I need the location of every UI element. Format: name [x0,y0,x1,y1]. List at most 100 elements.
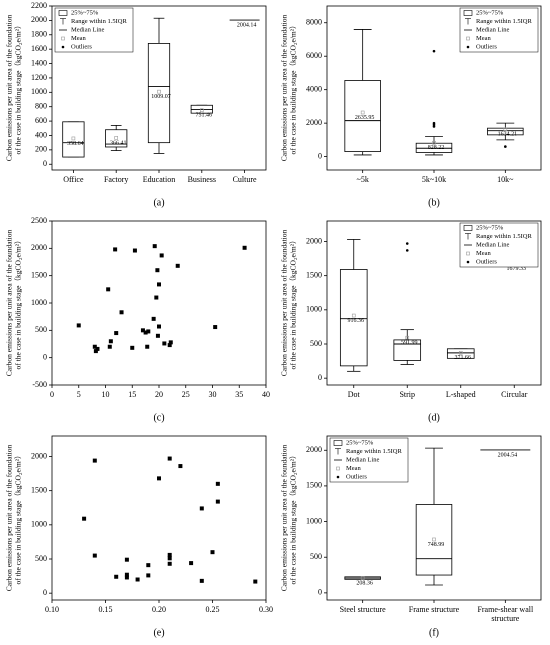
legend-label: 25%~75% [476,224,504,231]
y-axis-label: of the case in building stage（kgCO₂e/m²） [289,237,298,370]
mean-marker [405,335,410,340]
panel-label: (e) [153,627,164,638]
y-axis-label: Carbon emissions per unit area of the fo… [5,230,14,377]
x-tick-label: 20 [155,390,163,399]
x-tick-label: 10k~ [497,175,514,184]
point [146,329,151,334]
point [210,550,215,555]
x-tick-label: 10 [102,390,110,399]
mean-label: 591.99 [401,340,418,346]
x-tick-label: Frame-shear wall structure [477,605,534,623]
x-tick-label-box: Culture [232,175,257,184]
mean-marker [351,313,356,318]
outlier [432,49,436,53]
point [167,556,172,561]
y-tick-label: 2200 [31,1,47,10]
point [151,316,156,321]
legend-label: 25%~75% [71,9,99,16]
point [113,247,118,252]
y-tick-label: 2000 [31,15,47,24]
point [167,456,172,461]
y-tick-label: 1500 [306,481,322,490]
y-tick-label: 1200 [31,73,47,82]
legend-label: Mean [71,35,87,42]
panel-label: (f) [429,627,439,638]
point [253,579,258,584]
point [157,282,161,287]
mean-marker [114,136,118,140]
y-tick-label: 1400 [31,58,47,67]
point [178,464,183,469]
point [124,557,129,562]
point [162,341,167,346]
point [199,506,204,511]
y-axis-label: of the case in building stage（kgCO₂e/m²） [14,237,23,370]
y-axis-label: Carbon emissions per unit area of the fo… [280,230,289,377]
point [168,340,173,345]
y-tick-label: 1500 [31,270,47,279]
legend-icon [466,45,470,49]
legend-label: Median Line [476,241,510,248]
legend-frame [459,222,539,268]
point [215,481,220,486]
y-axis-label: Carbon emissions per unit area of the fo… [280,445,289,592]
point [167,561,172,566]
mean-label: 751.46 [196,113,213,119]
point [213,325,218,330]
legend-icon [336,475,340,479]
point [114,331,119,336]
legend-icon [61,36,65,41]
y-tick-label: 400 [35,130,47,139]
mean-marker [432,140,436,145]
legend-label: Outliers [476,43,497,50]
mean-label: 916.36 [348,318,365,324]
point [92,458,97,463]
x-tick-label: Education [142,175,176,184]
y-tick-label: 200 [35,145,47,154]
y-tick-label: 0 [318,588,322,597]
legend-frame [329,437,409,483]
point [215,499,220,504]
box [62,121,85,158]
y-axis-label: Carbon emissions per unit area of the fo… [280,15,289,162]
outlier [504,145,507,148]
point [119,310,124,315]
mean-marker [360,110,365,115]
point [107,344,112,349]
legend-icon [333,440,343,446]
x-tick-label-box: Factory [104,175,128,184]
y-axis-label: Carbon emissions per unit area of the fo… [5,15,14,162]
panel-label: (b) [428,197,440,208]
point [124,572,129,577]
x-tick-label-box: Business [187,175,217,184]
panel-label: (d) [428,412,440,423]
legend-frame [54,7,134,53]
y-axis-label: of the case in building stage（kgCO₂e/m²） [14,22,23,155]
x-tick-label-box: Dot [348,390,360,399]
point [167,552,172,557]
mean-label: 208.36 [356,580,373,586]
y-tick-label: 500 [310,552,322,561]
y-tick-label: 0 [43,159,47,168]
point [132,248,137,253]
x-tick-label: Circular [501,390,528,399]
y-axis-label: Carbon emissions per unit area of the fo… [5,445,14,592]
y-tick-label: 2500 [31,216,47,225]
point [135,577,140,582]
point [199,578,204,583]
x-tick-label: Culture [232,175,257,184]
y-tick-label: 1000 [31,520,47,529]
y-tick-label: 500 [35,325,47,334]
x-tick-label: Business [187,175,217,184]
legend-label: Outliers [476,258,497,265]
box [393,339,422,361]
x-tick-label: 0.25 [206,605,220,614]
outlier [405,249,409,252]
y-tick-label: 4000 [306,85,322,94]
y-tick-label: 800 [35,102,47,111]
x-tick-label: ~5k [356,175,369,184]
point [155,268,160,273]
legend-label: 25%~75% [476,9,504,16]
y-tick-label: 2000 [306,118,322,127]
